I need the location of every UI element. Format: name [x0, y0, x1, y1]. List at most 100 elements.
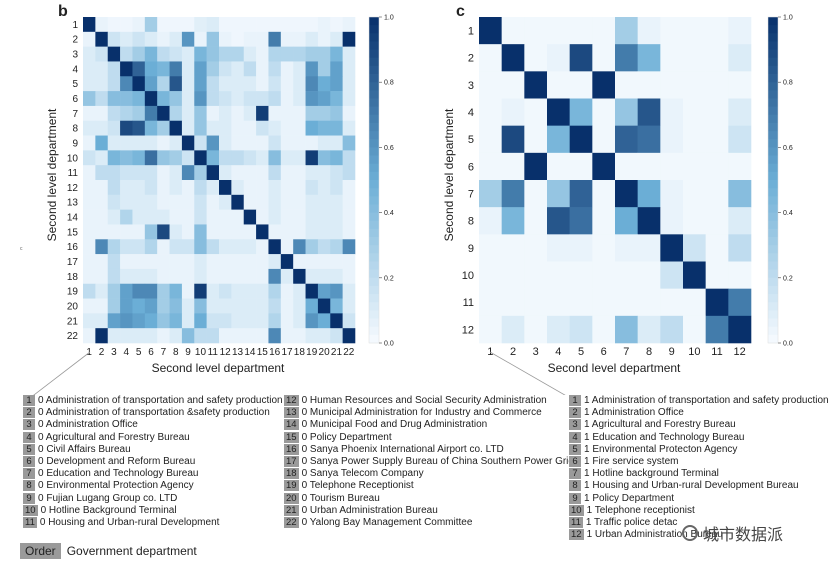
heatmap-c-cell	[569, 234, 593, 262]
ylabel-b: Second level department	[45, 108, 59, 241]
colorbar-b-segment	[369, 155, 379, 165]
heatmap-b-cell	[169, 76, 183, 92]
heatmap-b-cell	[206, 165, 220, 181]
heatmap-b-cell	[144, 180, 158, 196]
heatmap-b-cell	[256, 150, 269, 166]
heatmap-b-cell	[157, 76, 170, 92]
x-tick-label-c: 6	[601, 346, 607, 358]
heatmap-c-cell	[660, 180, 684, 208]
heatmap-b-cell	[157, 120, 170, 136]
legend-b-item-label: 0 Tourism Bureau	[301, 492, 380, 504]
heatmap-b-cell	[144, 268, 158, 285]
legend-b-item-number: 2	[23, 407, 35, 419]
heatmap-c-cell	[479, 152, 502, 181]
heatmap-b-cell	[206, 194, 220, 210]
colorbar-b-segment	[369, 269, 379, 279]
heatmap-b-cell	[342, 313, 356, 329]
heatmap-b-cell	[107, 76, 121, 92]
heatmap-b-cell	[317, 105, 331, 122]
heatmap-b-cell	[132, 298, 146, 314]
heatmap-c-cell	[660, 315, 684, 344]
y-tick-label-c: 7	[468, 188, 474, 200]
heatmap-b-cell	[293, 283, 306, 299]
heatmap-c-cell	[592, 207, 616, 235]
colorbar-b-frame	[368, 16, 380, 344]
heatmap-c-cell	[637, 98, 661, 126]
heatmap-c-cell	[660, 261, 684, 289]
colorbar-b-segment	[369, 49, 379, 59]
heatmap-b-cell	[305, 313, 319, 329]
heatmap-b-cell	[256, 105, 269, 122]
colorbar-b-segment	[369, 33, 379, 42]
heatmap-b-cell	[231, 313, 245, 329]
heatmap-c-cell	[728, 152, 752, 181]
colorbar-b-segment	[369, 237, 379, 246]
colorbar-b-segment	[369, 131, 379, 140]
heatmap-c-cell	[524, 180, 548, 208]
heatmap-b-cell	[206, 61, 220, 77]
heatmap-b-cell	[120, 313, 133, 329]
heatmap-b-cell	[169, 328, 183, 344]
heatmap-b-cell	[305, 150, 319, 166]
heatmap-c-cell	[524, 152, 548, 181]
heatmap-b-cell	[243, 209, 257, 225]
x-tick-label-b: 18	[294, 347, 306, 358]
heatmap-b-cell	[144, 239, 158, 255]
legend-b-item: 17 0 Sanya Power Supply Bureau of China S…	[284, 456, 574, 467]
heatmap-b-cell	[268, 76, 282, 92]
legend-c-item-label: 1 Hotline background Terminal	[584, 468, 719, 480]
x-tick-label-b: 14	[244, 347, 256, 358]
heatmap-b-cell	[317, 283, 331, 299]
heatmap-b-cell	[107, 224, 121, 240]
legend-c-item-number: 7	[569, 468, 581, 480]
heatmap-b-cell	[317, 194, 331, 210]
colorbar-c-segment	[768, 171, 778, 181]
legend-c-item: 10 1 Telephone receptionist	[569, 504, 695, 516]
heatmap-b-cell	[317, 298, 331, 314]
colorbar-c-segment	[768, 25, 778, 34]
heatmap-c-cell	[683, 315, 706, 344]
legend-b-item-number: 6	[23, 456, 35, 467]
heatmap-b-cell	[305, 46, 319, 62]
heatmap-b-cell	[243, 91, 257, 107]
y-tick-label-b: 8	[72, 124, 78, 135]
colorbar-c-segment	[768, 17, 778, 26]
heatmap-b-cell	[95, 120, 109, 136]
heatmap-c-cell	[615, 71, 638, 99]
heatmap-b-cell	[107, 194, 121, 210]
heatmap-b-cell	[231, 209, 245, 225]
heatmap-b-cell	[243, 283, 257, 299]
heatmap-b-cell	[256, 254, 269, 270]
heatmap-b-cell	[268, 328, 282, 344]
colorbar-c-segment	[768, 147, 778, 156]
heatmap-b-cell	[181, 46, 195, 62]
heatmap-b-cell	[120, 254, 133, 270]
heatmap-b-cell	[342, 17, 356, 33]
x-tick-label-b: 4	[123, 347, 129, 358]
legend-b-item: 13 0 Municipal Administration for Industr…	[284, 407, 542, 419]
colorbar-c-segment	[768, 33, 778, 42]
heatmap-c-cell	[524, 234, 548, 262]
y-tick-label-c: 3	[468, 80, 474, 92]
heatmap-b-cell	[342, 268, 356, 285]
legend-c-item-label: 1 Agricultural and Forestry Bureau	[584, 419, 736, 431]
heatmap-b-cell	[169, 91, 183, 107]
colorbar-c-segment	[768, 269, 778, 279]
y-tick-label-c: 10	[462, 270, 474, 282]
heatmap-c-cell	[501, 125, 525, 154]
heatmap-c-cell	[592, 152, 616, 181]
heatmap-c-cell	[660, 288, 684, 317]
heatmap-b-cell	[280, 120, 294, 136]
heatmap-b-cell	[157, 46, 170, 62]
y-tick-label-b: 1	[72, 20, 78, 31]
colorbar-c-tick-label: 0.0	[783, 341, 793, 348]
heatmap-b-cell	[256, 91, 269, 107]
heatmap-c-cell	[569, 17, 593, 45]
heatmap-b-cell	[194, 76, 207, 92]
legend-b-item-label: 0 Sanya Power Supply Bureau of China Sou…	[301, 456, 574, 467]
colorbar-b-segment	[369, 318, 379, 328]
heatmap-b-cell	[181, 120, 195, 136]
heatmap-b-cell	[280, 76, 294, 92]
